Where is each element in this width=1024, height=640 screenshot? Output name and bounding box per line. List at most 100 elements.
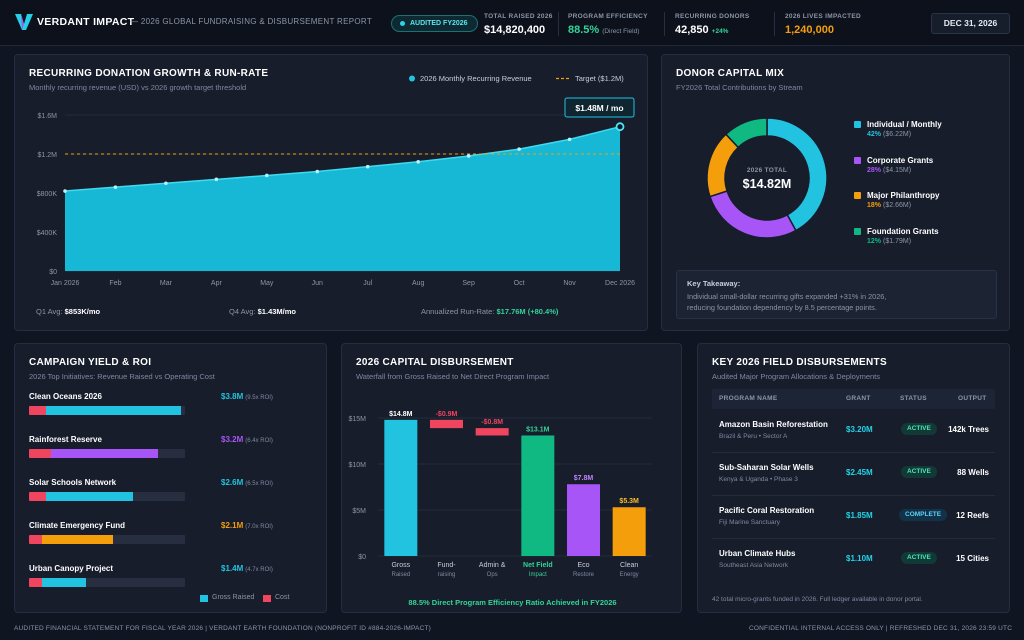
waterfall-panel: 2026 CAPITAL DISBURSEMENT Waterfall from…	[341, 343, 682, 613]
field-note: 42 total micro-grants funded in 2026. Fu…	[712, 596, 923, 603]
column-header[interactable]: STATUS	[900, 395, 927, 402]
series-area	[65, 126, 620, 271]
x-tick-label: Sep	[462, 280, 475, 287]
brand-name: VERDANT IMPACT	[37, 16, 135, 28]
x-tick-label: Feb	[109, 280, 121, 287]
legend-swatch	[854, 192, 861, 199]
campaign-title: CAMPAIGN YIELD & ROI	[29, 357, 152, 368]
row-divider	[712, 495, 995, 496]
program-location: Brazil & Peru • Sector A	[719, 433, 788, 440]
data-point	[63, 189, 67, 193]
takeaway-line: Individual small-dollar recurring gifts …	[687, 292, 887, 301]
column-header[interactable]: PROGRAM NAME	[719, 395, 778, 402]
donut-slice	[724, 117, 768, 149]
campaign-name: Climate Emergency Fund	[29, 521, 126, 530]
data-point	[265, 173, 269, 178]
output-value: 142k Trees	[948, 425, 989, 434]
kpi-label: RECURRING DONORS	[675, 13, 750, 20]
x-tick-label: Jul	[363, 280, 372, 287]
waterfall-chart: $0 $5M $10M $15M $14.8M Gross Raised -$0.9M Fund…	[348, 411, 652, 578]
donut-slice	[766, 117, 828, 232]
legend-name: Individual / Monthly	[867, 120, 942, 129]
campaign-bar-cost	[29, 535, 43, 544]
output-value: 15 Cities	[956, 554, 989, 563]
waterfall-value-label: -$0.9M	[436, 411, 458, 418]
growth-panel: RECURRING DONATION GROWTH & RUN-RATE Mon…	[14, 54, 648, 331]
kpi-label: TOTAL RAISED 2026	[484, 13, 553, 20]
growth-subtitle: Monthly recurring revenue (USD) vs 2026 …	[29, 83, 247, 92]
grant-amount: $3.20M	[846, 425, 873, 434]
grant-amount: $2.45M	[846, 468, 873, 477]
legend-pct: 28% ($4.15M)	[867, 167, 912, 174]
legend-swatch	[854, 121, 861, 128]
legend-swatch-raised	[200, 595, 208, 602]
campaign-bar-cost	[29, 406, 47, 415]
audited-badge[interactable]: AUDITED FY2026	[391, 15, 478, 32]
legend-name: Foundation Grants	[867, 227, 939, 236]
x-tick-label: Eco	[577, 562, 589, 569]
data-point	[567, 137, 572, 142]
waterfall-value-label: $5.3M	[619, 498, 639, 505]
x-tick-label: Admin &	[479, 562, 506, 569]
campaign-bar-raised	[42, 578, 86, 587]
status-badge: ACTIVE	[901, 466, 937, 478]
date-selector[interactable]: DEC 31, 2026	[931, 13, 1010, 34]
program-name: Sub-Saharan Solar Wells	[719, 463, 814, 472]
kpi-label: PROGRAM EFFICIENCY	[568, 13, 648, 20]
x-tick-label: May	[260, 280, 274, 287]
x-tick-label: Clean	[620, 562, 638, 569]
row-divider	[712, 452, 995, 453]
table-header: PROGRAM NAME GRANT STATUS OUTPUT	[712, 389, 995, 409]
x-tick-sublabel: Restore	[573, 572, 595, 578]
waterfall-value-label: $14.8M	[389, 411, 413, 418]
growth-chart: $0 $400K $800K $1.2M $1.6M Jan 2026 Feb Mar Apr M…	[37, 74, 635, 287]
x-tick-sublabel: Energy	[620, 572, 639, 578]
footer-right: CONFIDENTIAL INTERNAL ACCESS ONLY | REFR…	[749, 625, 1013, 632]
waterfall-bar	[430, 419, 463, 429]
x-tick-sublabel: raising	[438, 572, 456, 578]
output-value: 12 Reefs	[956, 511, 989, 520]
capital-mix-title: DONOR CAPITAL MIX	[676, 68, 785, 79]
data-point	[615, 122, 625, 132]
legend-target-label: Target ($1.2M)	[575, 74, 624, 83]
legend-series-label: 2026 Monthly Recurring Revenue	[420, 74, 532, 83]
annualized-run-rate: Annualized Run-Rate: $17.76M (+80.4%)	[421, 307, 559, 316]
data-point	[164, 181, 168, 186]
grant-amount: $1.85M	[846, 511, 873, 520]
campaign-value: $1.4M (4.7x ROI)	[221, 564, 273, 573]
divider	[664, 12, 665, 36]
data-point	[517, 147, 521, 151]
x-tick-sublabel: Impact	[529, 572, 547, 578]
kpi-value: 88.5% (Direct Field)	[568, 24, 640, 36]
legend-cost: Cost	[275, 594, 290, 601]
kpi-value: 42,850 +24%	[675, 24, 729, 36]
divider	[558, 12, 559, 36]
y-tick-label: $15M	[348, 416, 366, 423]
legend-name: Major Philanthropy	[867, 191, 940, 200]
campaign-name: Clean Oceans 2026	[29, 392, 102, 401]
key-takeaway-box: Key Takeaway: Individual small-dollar re…	[676, 270, 997, 319]
x-tick-sublabel: Raised	[391, 572, 410, 578]
x-tick-label: Fund-	[437, 562, 456, 569]
kpi-total-raised: TOTAL RAISED 2026 $14,820,400	[484, 13, 553, 36]
legend-swatch-cost	[263, 595, 271, 602]
capital-mix-subtitle: FY2026 Total Contributions by Stream	[676, 83, 803, 92]
campaign-bar-track	[29, 406, 185, 415]
waterfall-bar	[475, 428, 509, 436]
legend-pct: 12% ($1.79M)	[867, 238, 912, 245]
campaign-bar-raised	[46, 492, 134, 501]
y-tick-label: $1.2M	[38, 152, 58, 159]
y-tick-label: $0	[358, 554, 366, 561]
kpi-program-efficiency: PROGRAM EFFICIENCY 88.5% (Direct Field)	[568, 13, 648, 36]
waterfall-bar	[384, 419, 418, 556]
waterfall-value-label: $7.8M	[574, 475, 594, 482]
campaign-name: Rainforest Reserve	[29, 435, 102, 444]
output-value: 88 Wells	[957, 468, 989, 477]
column-header[interactable]: OUTPUT	[958, 395, 987, 402]
y-tick-label: $1.6M	[38, 113, 58, 120]
waterfall-value-label: $13.1M	[526, 426, 550, 433]
legend-pct: 42% ($6.22M)	[867, 131, 912, 138]
legend-name: Corporate Grants	[867, 156, 934, 165]
column-header[interactable]: GRANT	[846, 395, 871, 402]
series-line	[64, 125, 621, 192]
